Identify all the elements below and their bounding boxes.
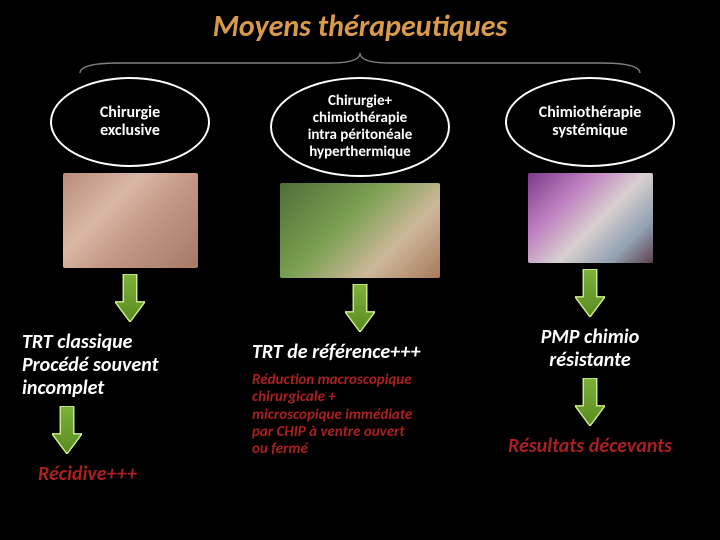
desc-left: TRT classiqueProcédé souventincomplet <box>22 331 238 400</box>
arrow-left-2 <box>52 406 82 459</box>
col-mid: Chirurgie+chimiothérapieintra péritonéal… <box>252 77 468 486</box>
image-right <box>528 173 653 263</box>
top-bracket <box>60 49 660 77</box>
slide-title: Moyens thérapeutiques <box>0 0 720 45</box>
oval-right: Chimiothérapiesystémique <box>505 77 675 167</box>
sub-mid: Réduction macroscopiquechirurgicale +mic… <box>252 372 468 458</box>
arrow-right-1 <box>575 269 605 322</box>
col-right: Chimiothérapiesystémique PMP chimiorésis… <box>482 77 698 486</box>
bracket-path <box>80 53 640 73</box>
final-right: Résultats décevants <box>508 435 672 458</box>
oval-left: Chirurgieexclusive <box>50 77 210 167</box>
image-left <box>63 173 198 268</box>
oval-mid: Chirurgie+chimiothérapieintra péritonéal… <box>270 77 450 177</box>
desc-mid: TRT de référence+++ <box>252 341 468 364</box>
final-left: Récidive+++ <box>38 463 137 486</box>
image-mid <box>280 183 440 278</box>
col-left: Chirurgieexclusive TRT classiqueProcédé … <box>22 77 238 486</box>
desc-right: PMP chimiorésistante <box>482 326 698 372</box>
arrow-left-1 <box>115 274 145 327</box>
arrow-mid-1 <box>345 284 375 337</box>
arrow-right-2 <box>575 378 605 431</box>
columns-row: Chirurgieexclusive TRT classiqueProcédé … <box>0 77 720 486</box>
